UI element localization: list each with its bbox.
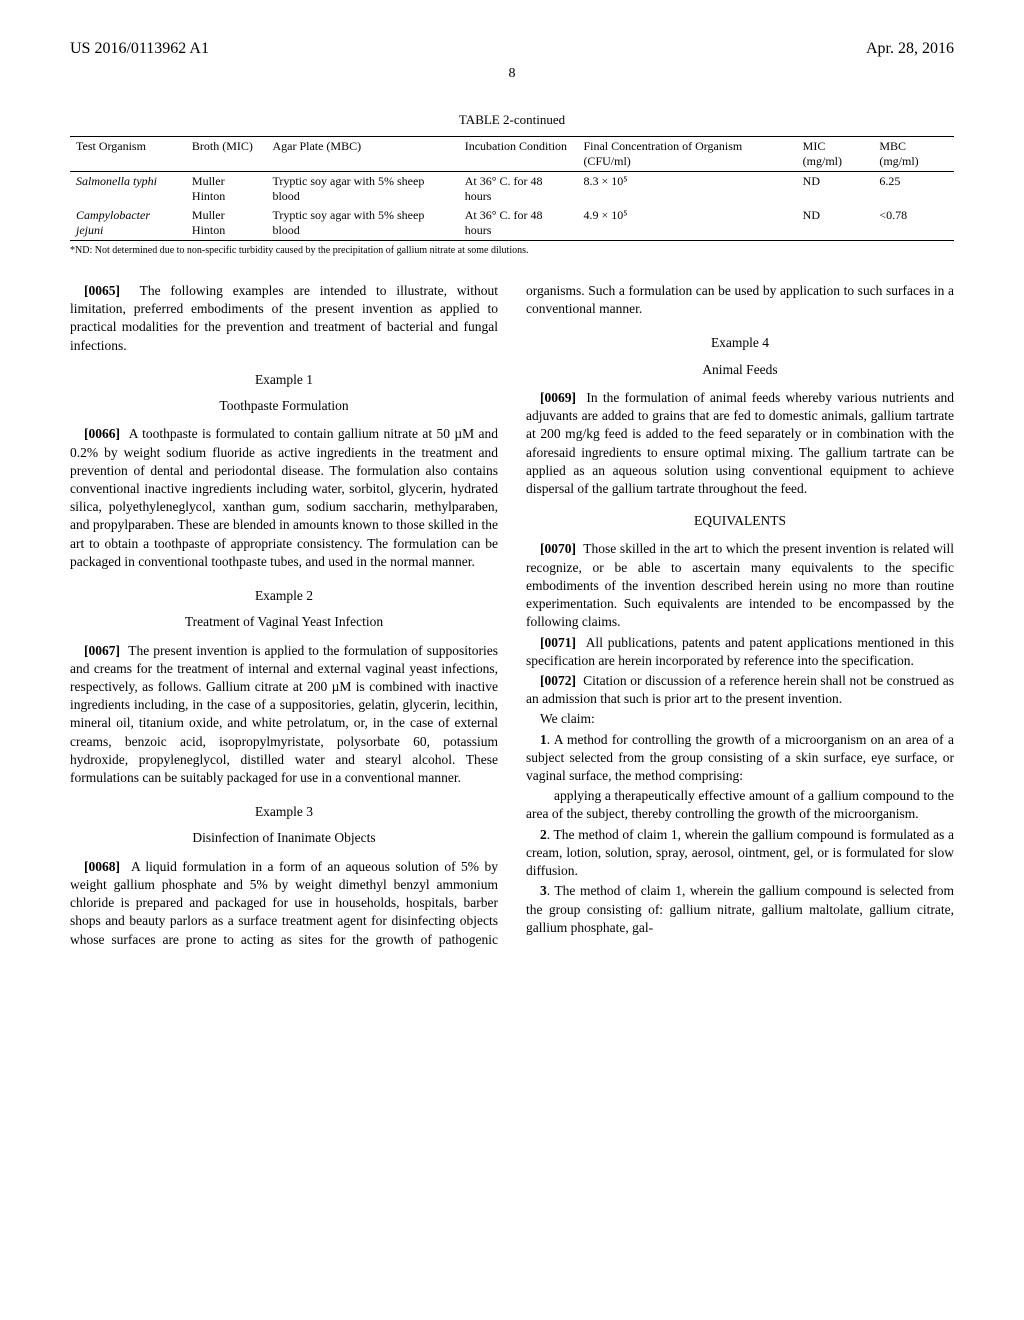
claim-text: The method of claim 1, wherein the galli…	[526, 883, 954, 934]
table-row: Salmonella typhi Muller Hinton Tryptic s…	[70, 172, 954, 207]
body-columns: [0065] The following examples are intend…	[70, 282, 954, 949]
publication-date: Apr. 28, 2016	[866, 40, 954, 58]
col-header: Agar Plate (MBC)	[266, 137, 458, 172]
cell-mic: ND	[797, 206, 874, 241]
col-header: MIC (mg/ml)	[797, 137, 874, 172]
para-number: [0069]	[540, 390, 576, 405]
paragraph: [0067] The present invention is applied …	[70, 642, 498, 788]
para-number: [0067]	[84, 643, 120, 658]
table-caption: TABLE 2-continued	[70, 112, 954, 128]
example-number: Example 2	[70, 587, 498, 605]
cell-incubation: At 36° C. for 48 hours	[459, 172, 578, 207]
paragraph: [0066] A toothpaste is formulated to con…	[70, 425, 498, 571]
para-number: [0072]	[540, 673, 576, 688]
para-number: [0068]	[84, 859, 120, 874]
example-title: Animal Feeds	[526, 361, 954, 379]
table-footnote: *ND: Not determined due to non-specific …	[70, 245, 954, 256]
paragraph: [0070] Those skilled in the art to which…	[526, 540, 954, 631]
col-header: MBC (mg/ml)	[873, 137, 954, 172]
para-number: [0070]	[540, 541, 576, 556]
cell-mbc: <0.78	[873, 206, 954, 241]
example-title: Disinfection of Inanimate Objects	[70, 829, 498, 847]
para-text: Citation or discussion of a reference he…	[526, 673, 954, 706]
col-header: Test Organism	[70, 137, 186, 172]
cell-conc: 4.9 × 10⁵	[577, 206, 796, 241]
claim-text: A method for controlling the growth of a…	[526, 732, 954, 783]
example-number: Example 4	[526, 334, 954, 352]
cell-organism: Campylobacter jejuni	[70, 206, 186, 241]
para-text: The following examples are intended to i…	[70, 283, 498, 353]
para-text: Those skilled in the art to which the pr…	[526, 541, 954, 629]
col-header: Incubation Condition	[459, 137, 578, 172]
example-title: Treatment of Vaginal Yeast Infection	[70, 613, 498, 631]
publication-number: US 2016/0113962 A1	[70, 40, 209, 58]
cell-broth: Muller Hinton	[186, 206, 267, 241]
claim: 3. The method of claim 1, wherein the ga…	[526, 882, 954, 937]
claim-step: applying a therapeutically effective amo…	[526, 787, 954, 823]
cell-incubation: At 36° C. for 48 hours	[459, 206, 578, 241]
cell-conc: 8.3 × 10⁵	[577, 172, 796, 207]
page-header: US 2016/0113962 A1 Apr. 28, 2016	[70, 40, 954, 58]
example-number: Example 3	[70, 803, 498, 821]
page-number: 8	[70, 66, 954, 82]
claim-text: The method of claim 1, wherein the galli…	[526, 827, 954, 878]
section-title: EQUIVALENTS	[526, 512, 954, 530]
cell-organism: Salmonella typhi	[70, 172, 186, 207]
para-text: All publications, patents and patent app…	[526, 635, 954, 668]
para-text: In the formulation of animal feeds where…	[526, 390, 954, 496]
paragraph: [0071] All publications, patents and pat…	[526, 634, 954, 670]
paragraph: [0069] In the formulation of animal feed…	[526, 389, 954, 498]
col-header: Broth (MIC)	[186, 137, 267, 172]
paragraph: [0072] Citation or discussion of a refer…	[526, 672, 954, 708]
claim: 1. A method for controlling the growth o…	[526, 731, 954, 786]
cell-agar: Tryptic soy agar with 5% sheep blood	[266, 206, 458, 241]
example-title: Toothpaste Formulation	[70, 397, 498, 415]
cell-mic: ND	[797, 172, 874, 207]
para-text: A toothpaste is formulated to contain ga…	[70, 426, 498, 569]
para-number: [0065]	[84, 283, 120, 298]
cell-broth: Muller Hinton	[186, 172, 267, 207]
claim: 2. The method of claim 1, wherein the ga…	[526, 826, 954, 881]
paragraph: [0065] The following examples are intend…	[70, 282, 498, 355]
we-claim: We claim:	[526, 710, 954, 728]
para-number: [0071]	[540, 635, 576, 650]
table-row: Campylobacter jejuni Muller Hinton Trypt…	[70, 206, 954, 241]
example-number: Example 1	[70, 371, 498, 389]
cell-mbc: 6.25	[873, 172, 954, 207]
data-table: Test Organism Broth (MIC) Agar Plate (MB…	[70, 136, 954, 241]
cell-agar: Tryptic soy agar with 5% sheep blood	[266, 172, 458, 207]
col-header: Final Concentration of Organism (CFU/ml)	[577, 137, 796, 172]
para-number: [0066]	[84, 426, 120, 441]
para-text: The present invention is applied to the …	[70, 643, 498, 786]
